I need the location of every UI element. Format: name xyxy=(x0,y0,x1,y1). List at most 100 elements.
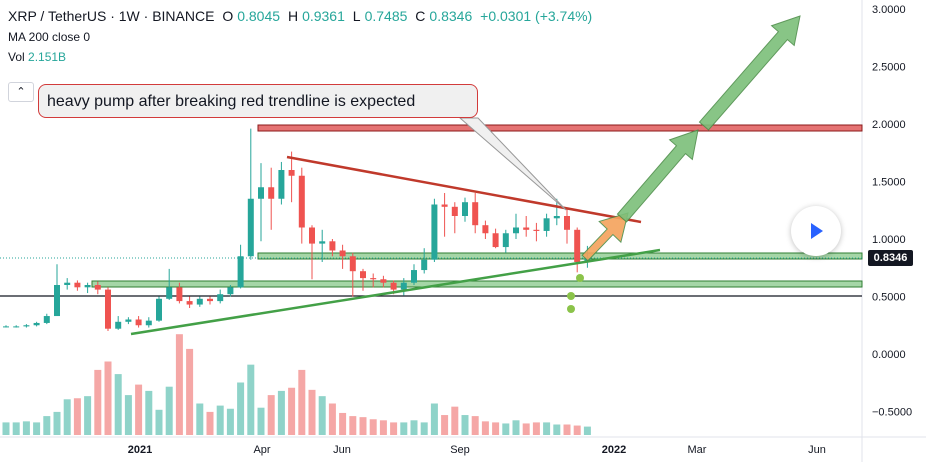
volume-bar xyxy=(237,382,245,435)
candle-body xyxy=(145,320,152,326)
volume-bar xyxy=(104,361,112,435)
price-axis-tick: 2.0000 xyxy=(872,119,906,131)
candle-body xyxy=(523,227,530,230)
candle-body xyxy=(105,289,111,329)
volume-bar xyxy=(532,422,540,435)
candle-body xyxy=(176,287,183,302)
candle-body xyxy=(502,233,509,248)
volume-bar xyxy=(124,395,132,435)
volume-bar xyxy=(543,422,551,435)
projection-arrow-orange xyxy=(581,212,629,262)
volume-bar xyxy=(328,403,336,435)
candle-body xyxy=(543,218,550,231)
time-axis-tick: Mar xyxy=(688,444,707,456)
candle-body xyxy=(33,322,40,326)
candle-body xyxy=(237,256,244,288)
low-value: 0.7485 xyxy=(364,8,408,24)
ma-indicator[interactable]: MA 200 close 0 xyxy=(8,30,91,44)
candle-body xyxy=(54,285,60,317)
candle-body xyxy=(268,187,275,199)
volume-indicator[interactable]: Vol 2.151B xyxy=(8,50,596,64)
time-axis-tick: Sep xyxy=(450,444,470,456)
price-axis-tick: 2.5000 xyxy=(872,62,906,74)
play-icon xyxy=(811,223,823,239)
candle-body xyxy=(23,325,30,327)
volume-bar xyxy=(186,348,194,435)
volume-bar xyxy=(155,409,163,435)
candle-body xyxy=(513,227,519,234)
volume-bar xyxy=(502,423,510,435)
volume-bar xyxy=(22,421,30,435)
candle-body xyxy=(380,279,387,283)
change-value: +0.0301 (+3.74%) xyxy=(480,8,593,24)
volume-bar xyxy=(288,387,296,435)
price-axis-tick: 0.0000 xyxy=(872,349,906,361)
candle-body xyxy=(472,202,479,226)
volume-label: Vol xyxy=(8,50,25,64)
candle-body xyxy=(400,282,407,290)
volume-bar xyxy=(359,417,367,435)
marker-dot xyxy=(576,274,584,282)
marker-dot xyxy=(567,292,575,300)
close-label: C xyxy=(415,8,426,24)
candle-body xyxy=(298,175,305,228)
volume-bar xyxy=(226,408,234,435)
candle-body xyxy=(411,270,417,283)
volume-bar xyxy=(400,422,408,435)
volume-bar xyxy=(441,415,449,435)
candle-body xyxy=(574,229,581,262)
volume-bar xyxy=(481,421,489,435)
collapse-legend-button[interactable]: ⌃ xyxy=(8,82,34,102)
volume-bar xyxy=(94,369,102,435)
candle-body xyxy=(115,321,122,329)
volume-bar xyxy=(522,423,530,435)
volume-bar xyxy=(277,390,285,435)
volume-bar xyxy=(308,389,316,435)
projection-arrow-green-2 xyxy=(698,15,801,131)
volume-bar xyxy=(318,396,326,435)
support-zone-lower xyxy=(91,280,863,288)
volume-bar xyxy=(175,334,183,435)
volume-bar xyxy=(339,412,347,435)
red-trendline xyxy=(286,155,642,224)
candle-body xyxy=(135,319,142,326)
volume-bar xyxy=(206,411,214,435)
volume-bar xyxy=(410,420,418,435)
volume-bar xyxy=(53,411,61,435)
candle-body xyxy=(13,326,20,328)
candle-body xyxy=(74,282,81,288)
open-value: 0.8045 xyxy=(237,8,281,24)
candle-body xyxy=(360,271,366,279)
last-price-tag: 0.8346 xyxy=(868,250,913,266)
candle-body xyxy=(349,256,356,272)
candle-body xyxy=(247,198,254,257)
volume-bar xyxy=(135,384,143,435)
callout-annotation[interactable]: heavy pump after breaking red trendline … xyxy=(38,84,478,118)
replay-button[interactable] xyxy=(791,206,841,256)
time-axis-tick: Jun xyxy=(808,444,826,456)
candle-body xyxy=(288,170,295,176)
volume-value: 2.151B xyxy=(28,50,67,64)
volume-bar xyxy=(257,407,265,435)
candle-body xyxy=(217,294,224,302)
candle-body xyxy=(258,187,264,199)
volume-bar xyxy=(553,424,561,435)
price-axis-tick: −0.5000 xyxy=(872,407,912,419)
candle-body xyxy=(64,282,71,285)
volume-bar xyxy=(390,422,398,435)
symbol-title[interactable]: XRP / TetherUS · 1W · BINANCE xyxy=(8,8,215,24)
volume-bar xyxy=(145,390,153,435)
candle-body xyxy=(339,250,346,257)
low-label: L xyxy=(352,8,361,24)
candle-body xyxy=(482,225,489,234)
volume-bar xyxy=(2,422,10,435)
time-axis-tick: 2021 xyxy=(128,444,152,456)
candle-body xyxy=(278,170,285,199)
candle-body xyxy=(431,204,438,260)
volume-bar xyxy=(369,419,377,435)
time-axis-tick: 2022 xyxy=(602,444,626,456)
candle-body xyxy=(451,206,458,216)
